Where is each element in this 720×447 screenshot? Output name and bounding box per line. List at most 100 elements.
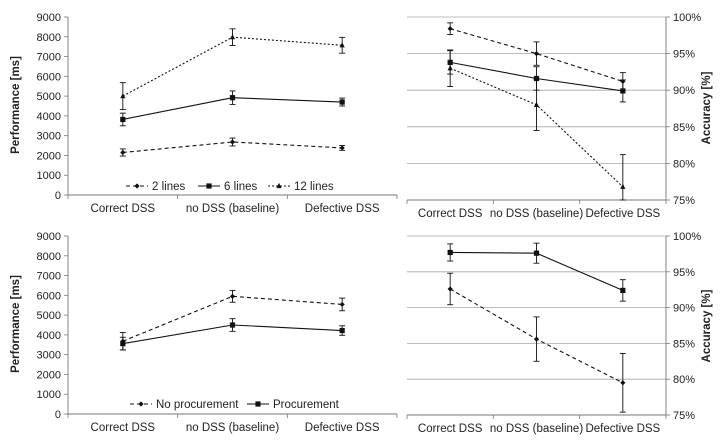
- x-category-label: no DSS (baseline): [490, 423, 583, 435]
- y-tick-label: 80%: [673, 374, 695, 386]
- y-tick-label: 7000: [37, 271, 61, 283]
- series-layer: [119, 28, 346, 157]
- y-tick-label: 3000: [37, 131, 61, 143]
- y-tick-label: 5000: [37, 310, 61, 322]
- data-point: [120, 340, 126, 347]
- data-point: [533, 51, 540, 57]
- y-tick-label: 2000: [37, 369, 61, 381]
- data-point: [120, 93, 126, 99]
- x-axis-ticks: Correct DSS no DSS (baseline) Defective DS…: [67, 413, 398, 434]
- legend-marker: [138, 401, 144, 407]
- y-tick-label: 7000: [37, 52, 61, 64]
- data-point: [533, 336, 540, 342]
- y-tick-label: 2000: [37, 150, 61, 162]
- y-tick-label: 8000: [37, 251, 61, 263]
- data-point: [620, 88, 626, 94]
- x-category-label: Defective DSS: [585, 208, 660, 220]
- y-tick-label: 6000: [37, 71, 61, 83]
- x-category-label: Correct DSS: [91, 203, 156, 215]
- data-point: [447, 286, 453, 292]
- legend-marker: [134, 183, 140, 189]
- y-axis-ticks: 75% 80% 85% 90% 95% 100%: [407, 12, 701, 207]
- y-axis-label: Performance [ms]: [10, 56, 22, 154]
- x-category-label: Correct DSS: [91, 422, 156, 434]
- legend-marker: [206, 183, 212, 189]
- legend-label: 6 lines: [224, 181, 257, 193]
- data-point: [120, 116, 126, 123]
- series-layer: [447, 22, 626, 201]
- data-point: [447, 26, 453, 32]
- x-category-label: Defective DSS: [305, 422, 380, 434]
- legend-label: Procurement: [273, 399, 340, 411]
- y-tick-label: 100%: [673, 231, 701, 243]
- y-tick-label: 0: [55, 190, 61, 202]
- data-point: [229, 293, 236, 299]
- x-category-label: no DSS (baseline): [186, 422, 279, 434]
- chart-panel-accuracy-bottom: Accuracy [%] 75% 80% 85% 90% 95% 100% Correct…: [406, 231, 713, 435]
- y-tick-label: 85%: [673, 122, 695, 134]
- x-axis-ticks: Correct DSS no DSS (baseline) Defective DS…: [406, 414, 667, 435]
- series-line: [122, 36, 343, 97]
- data-point: [229, 322, 236, 328]
- data-point: [339, 301, 345, 308]
- x-axis-ticks: Correct DSS no DSS (baseline) Defective DS…: [406, 199, 667, 220]
- legend-label: 12 lines: [294, 181, 334, 193]
- y-tick-label: 6000: [37, 290, 61, 302]
- data-point: [533, 75, 540, 82]
- data-point: [447, 249, 453, 256]
- y-axis-label: Accuracy [%]: [701, 71, 713, 144]
- chart-panel-performance-top: Performance [ms] 0 1000 2000 3000 4000 5000 60…: [10, 12, 398, 215]
- y-axis-label: Performance [ms]: [10, 275, 22, 373]
- y-tick-label: 75%: [673, 195, 695, 207]
- series-layer: [447, 242, 626, 413]
- x-category-label: Correct DSS: [418, 208, 483, 220]
- y-axis-ticks: 0 1000 2000 3000 4000 5000 6000 7000 8000 9000: [37, 231, 69, 421]
- y-axis-ticks: 0 1000 2000 3000 4000 5000 6000 7000 8000 9000: [37, 12, 69, 202]
- data-point: [229, 34, 236, 40]
- y-tick-label: 9000: [37, 231, 61, 243]
- y-tick-label: 5000: [37, 91, 61, 103]
- y-tick-label: 1000: [37, 170, 61, 182]
- data-point: [620, 380, 626, 386]
- y-tick-label: 90%: [673, 85, 695, 97]
- data-point: [620, 183, 626, 189]
- y-tick-label: 75%: [673, 410, 695, 422]
- legend-label: 2 lines: [152, 181, 185, 193]
- y-tick-label: 85%: [673, 338, 695, 350]
- legend-label: No procurement: [156, 399, 239, 411]
- data-point: [339, 327, 345, 334]
- y-tick-label: 100%: [673, 12, 701, 24]
- data-point: [620, 287, 626, 294]
- data-point: [339, 42, 345, 48]
- series-line: [122, 295, 343, 342]
- x-category-label: Defective DSS: [585, 423, 660, 435]
- series-line: [450, 28, 624, 82]
- data-point: [229, 139, 236, 145]
- y-tick-label: 95%: [673, 49, 695, 61]
- y-tick-label: 0: [55, 409, 61, 421]
- chart-panel-performance-bottom: Performance [ms] 0 1000 2000 3000 4000 5000 60…: [10, 231, 398, 434]
- legend-marker: [276, 182, 282, 189]
- legend: No procurement Procurement: [130, 399, 340, 411]
- x-axis-ticks: Correct DSS no DSS (baseline) Defective DS…: [67, 194, 398, 215]
- data-point: [339, 99, 345, 105]
- series-layer: [119, 289, 346, 351]
- data-point: [339, 145, 345, 151]
- y-axis-ticks: 75% 80% 85% 90% 95% 100%: [407, 231, 701, 422]
- series-line: [122, 141, 343, 154]
- y-tick-label: 95%: [673, 267, 695, 279]
- y-tick-label: 3000: [37, 350, 61, 362]
- data-point: [120, 149, 126, 156]
- y-axis-label: Accuracy [%]: [701, 289, 713, 362]
- y-tick-label: 4000: [37, 330, 61, 342]
- x-category-label: no DSS (baseline): [490, 208, 583, 220]
- y-tick-label: 80%: [673, 158, 695, 170]
- x-category-label: Correct DSS: [418, 423, 483, 435]
- legend: 2 lines 6 lines 12 lines: [126, 181, 334, 193]
- x-category-label: Defective DSS: [305, 203, 380, 215]
- legend-marker: [255, 401, 261, 407]
- data-point: [229, 95, 236, 101]
- y-tick-label: 4000: [37, 111, 61, 123]
- y-tick-label: 1000: [37, 389, 61, 401]
